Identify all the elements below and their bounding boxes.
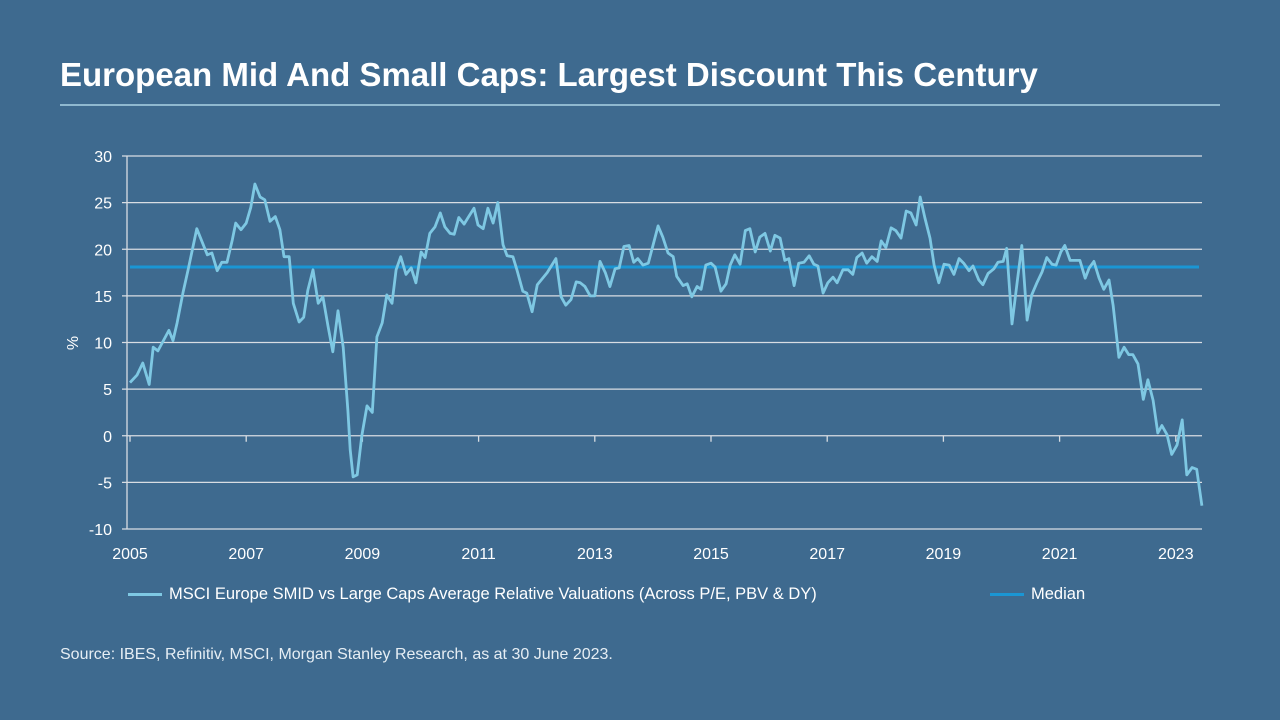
y-tick-label: 0 [103,429,112,446]
axes [126,156,1177,529]
legend-label-median: Median [1031,585,1086,603]
chart-title: European Mid And Small Caps: Largest Dis… [60,56,1038,93]
y-axis-label: % [65,336,82,350]
x-tick-label: 2015 [693,546,729,563]
x-tick-label: 2021 [1042,546,1078,563]
y-tick-label: -5 [98,475,112,492]
x-tick-label: 2023 [1158,546,1194,563]
y-tick-label: 10 [94,336,112,353]
legend-swatch-median [990,593,1024,596]
y-tick-label: 30 [94,149,112,166]
legend-item-median: Median [990,585,1085,604]
x-tick-label: 2005 [112,546,148,563]
y-tick-label: 15 [94,289,112,306]
title-divider [60,104,1220,106]
x-tick-label: 2019 [926,546,962,563]
y-tick-label: 20 [94,242,112,259]
legend-swatch-series [128,593,162,596]
valuation-line [128,182,1204,506]
gridlines [122,155,1202,530]
x-tick-label: 2011 [461,546,496,563]
x-tick-label: 2009 [345,546,381,563]
y-tick-label: 5 [103,382,112,399]
source-note: Source: IBES, Refinitiv, MSCI, Morgan St… [60,646,613,663]
x-tick-label: 2007 [228,546,264,563]
x-tick-label: 2017 [809,546,845,563]
y-tick-label: -10 [89,522,112,539]
legend-item-series: MSCI Europe SMID vs Large Caps Average R… [128,585,817,604]
valuation-series [128,182,1204,506]
y-tick-label: 25 [94,196,112,213]
x-tick-label: 2013 [577,546,613,563]
legend-label-series: MSCI Europe SMID vs Large Caps Average R… [169,585,817,603]
